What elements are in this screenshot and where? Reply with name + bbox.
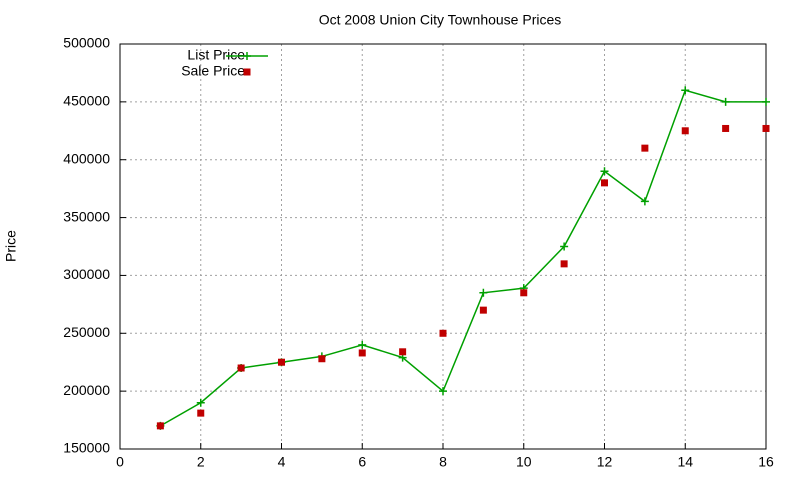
y-tick-label: 450000 xyxy=(63,93,110,109)
plot-border xyxy=(119,43,767,450)
x-tick-label: 0 xyxy=(116,454,124,470)
point xyxy=(560,242,569,251)
x-tick-label: 4 xyxy=(278,454,286,470)
x-tick-label: 8 xyxy=(439,454,447,470)
point xyxy=(641,144,649,152)
point xyxy=(439,387,447,396)
point xyxy=(358,349,366,357)
point xyxy=(196,398,205,407)
y-tick-label: 500000 xyxy=(63,35,110,51)
y-axis-label: Price xyxy=(3,230,19,262)
point xyxy=(560,260,568,268)
point xyxy=(722,124,730,132)
x-tick-label: 14 xyxy=(677,454,693,470)
point xyxy=(721,97,730,106)
point xyxy=(681,127,689,135)
point xyxy=(243,68,251,76)
y-tick-label: 350000 xyxy=(63,208,110,224)
chart-title: Oct 2008 Union City Townhouse Prices xyxy=(319,12,562,28)
y-tick-label: 150000 xyxy=(63,440,110,456)
y-tick-label: 300000 xyxy=(63,266,110,282)
legend-label: Sale Price xyxy=(181,63,245,79)
x-tick-label: 12 xyxy=(597,454,613,470)
point xyxy=(278,358,285,366)
series-line xyxy=(160,89,766,427)
point xyxy=(237,364,245,372)
x-tick-label: 16 xyxy=(758,454,774,470)
point xyxy=(479,306,487,314)
point xyxy=(439,329,447,337)
point xyxy=(243,52,251,60)
y-tick-label: 250000 xyxy=(63,324,110,340)
point xyxy=(399,348,407,356)
point xyxy=(197,409,205,417)
point xyxy=(156,422,164,430)
y-tick-label: 400000 xyxy=(63,150,110,166)
point xyxy=(601,179,608,187)
point xyxy=(479,288,488,297)
point xyxy=(600,167,609,176)
point xyxy=(640,197,649,206)
y-tick-label: 200000 xyxy=(63,382,110,398)
x-tick-label: 10 xyxy=(516,454,532,470)
point xyxy=(520,289,528,297)
point xyxy=(681,86,690,95)
point xyxy=(358,340,367,349)
x-tick-label: 6 xyxy=(358,454,366,470)
point xyxy=(762,97,770,106)
point xyxy=(318,355,326,363)
x-tick-label: 2 xyxy=(197,454,205,470)
legend-label: List Price xyxy=(187,47,245,63)
point xyxy=(762,124,770,132)
